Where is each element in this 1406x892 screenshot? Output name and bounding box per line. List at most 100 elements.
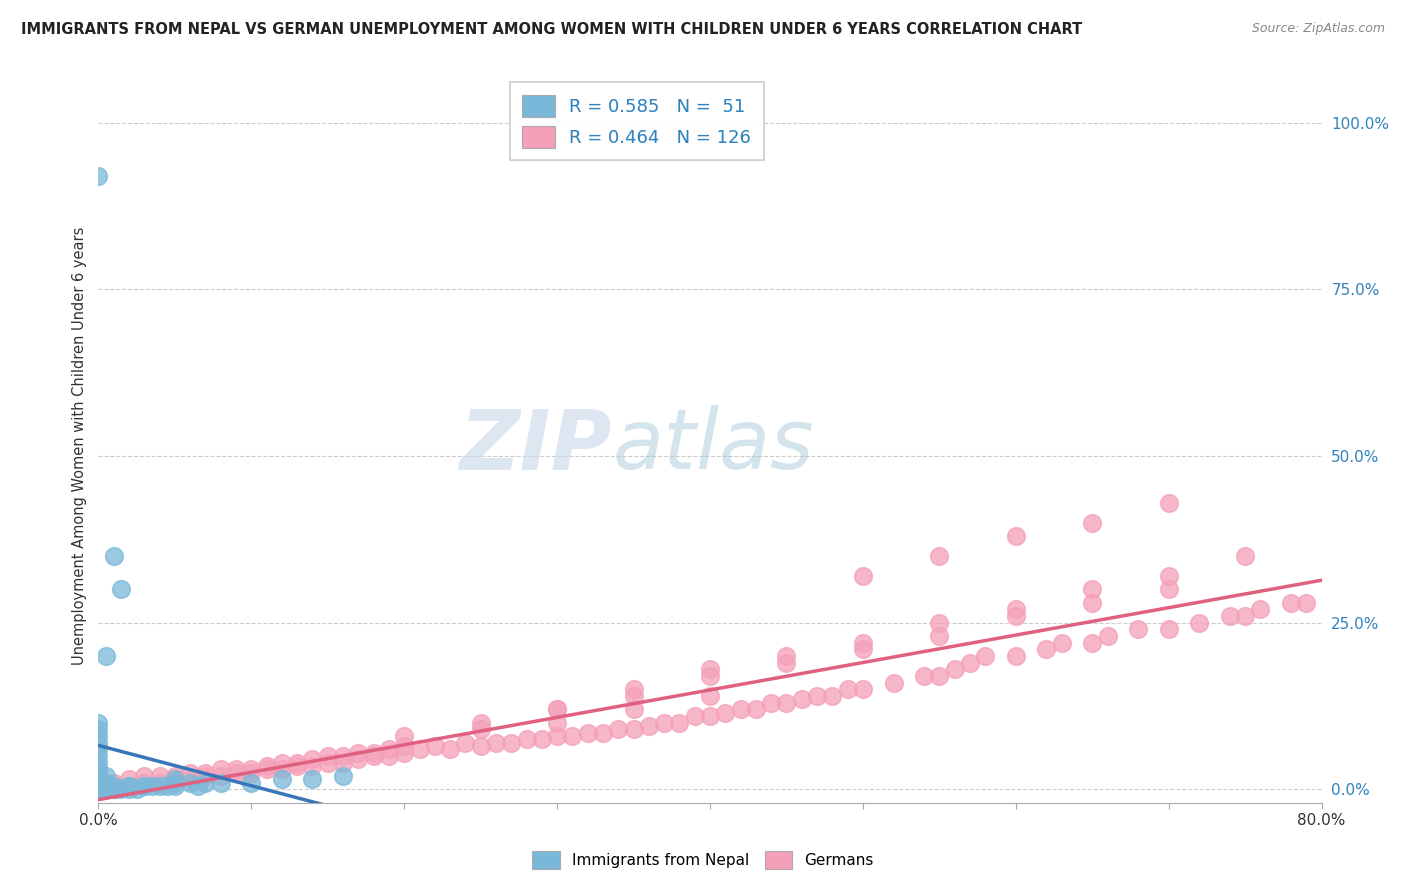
Point — [94, 769, 117, 783]
Point — [87, 169, 110, 183]
Point — [699, 689, 721, 703]
Point — [1097, 629, 1119, 643]
Point — [225, 763, 247, 777]
Point — [87, 736, 110, 750]
Text: ZIP: ZIP — [460, 406, 612, 486]
Point — [110, 782, 132, 797]
Point — [209, 776, 232, 790]
Point — [87, 715, 110, 730]
Point — [316, 749, 339, 764]
Point — [87, 782, 110, 797]
Point — [87, 776, 110, 790]
Point — [94, 776, 117, 790]
Point — [1249, 602, 1271, 616]
Point — [485, 736, 508, 750]
Point — [652, 715, 675, 730]
Point — [623, 702, 645, 716]
Point — [87, 779, 110, 793]
Point — [163, 772, 186, 787]
Point — [87, 769, 110, 783]
Point — [392, 746, 416, 760]
Point — [1157, 582, 1180, 597]
Point — [759, 696, 782, 710]
Point — [87, 782, 110, 797]
Point — [163, 776, 186, 790]
Point — [883, 675, 905, 690]
Point — [699, 669, 721, 683]
Point — [623, 689, 645, 703]
Point — [1157, 496, 1180, 510]
Point — [821, 689, 844, 703]
Point — [470, 739, 492, 753]
Point — [163, 779, 186, 793]
Point — [118, 779, 141, 793]
Point — [1279, 596, 1302, 610]
Point — [256, 759, 278, 773]
Point — [87, 782, 110, 797]
Point — [118, 782, 141, 797]
Point — [301, 772, 323, 787]
Point — [256, 763, 278, 777]
Point — [87, 782, 110, 797]
Point — [561, 729, 583, 743]
Point — [714, 706, 737, 720]
Point — [1128, 623, 1150, 637]
Point — [1004, 609, 1026, 624]
Point — [943, 662, 966, 676]
Point — [775, 649, 797, 664]
Point — [592, 725, 614, 739]
Point — [87, 763, 110, 777]
Point — [134, 779, 156, 793]
Point — [1035, 642, 1057, 657]
Point — [1295, 596, 1317, 610]
Point — [240, 763, 263, 777]
Point — [125, 782, 148, 797]
Point — [408, 742, 430, 756]
Point — [470, 723, 492, 737]
Point — [745, 702, 768, 716]
Point — [852, 642, 875, 657]
Point — [332, 769, 354, 783]
Point — [347, 752, 370, 766]
Point — [87, 776, 110, 790]
Point — [285, 756, 308, 770]
Point — [775, 656, 797, 670]
Point — [683, 709, 706, 723]
Point — [87, 729, 110, 743]
Point — [392, 739, 416, 753]
Point — [546, 729, 568, 743]
Point — [1234, 549, 1257, 563]
Point — [623, 723, 645, 737]
Point — [1081, 596, 1104, 610]
Point — [87, 756, 110, 770]
Point — [790, 692, 813, 706]
Point — [103, 549, 125, 563]
Point — [1081, 582, 1104, 597]
Point — [974, 649, 997, 664]
Text: IMMIGRANTS FROM NEPAL VS GERMAN UNEMPLOYMENT AMONG WOMEN WITH CHILDREN UNDER 6 Y: IMMIGRANTS FROM NEPAL VS GERMAN UNEMPLOY… — [21, 22, 1083, 37]
Point — [1157, 569, 1180, 583]
Point — [363, 746, 385, 760]
Point — [270, 763, 292, 777]
Point — [1004, 529, 1026, 543]
Point — [149, 776, 172, 790]
Point — [1188, 615, 1211, 630]
Point — [149, 779, 172, 793]
Point — [134, 769, 156, 783]
Point — [1219, 609, 1241, 624]
Point — [87, 723, 110, 737]
Point — [1234, 609, 1257, 624]
Point — [316, 756, 339, 770]
Point — [118, 779, 141, 793]
Point — [179, 772, 201, 787]
Point — [332, 756, 354, 770]
Point — [87, 769, 110, 783]
Point — [209, 763, 232, 777]
Point — [439, 742, 461, 756]
Point — [546, 715, 568, 730]
Point — [87, 749, 110, 764]
Point — [94, 779, 117, 793]
Point — [959, 656, 981, 670]
Point — [103, 782, 125, 797]
Point — [912, 669, 935, 683]
